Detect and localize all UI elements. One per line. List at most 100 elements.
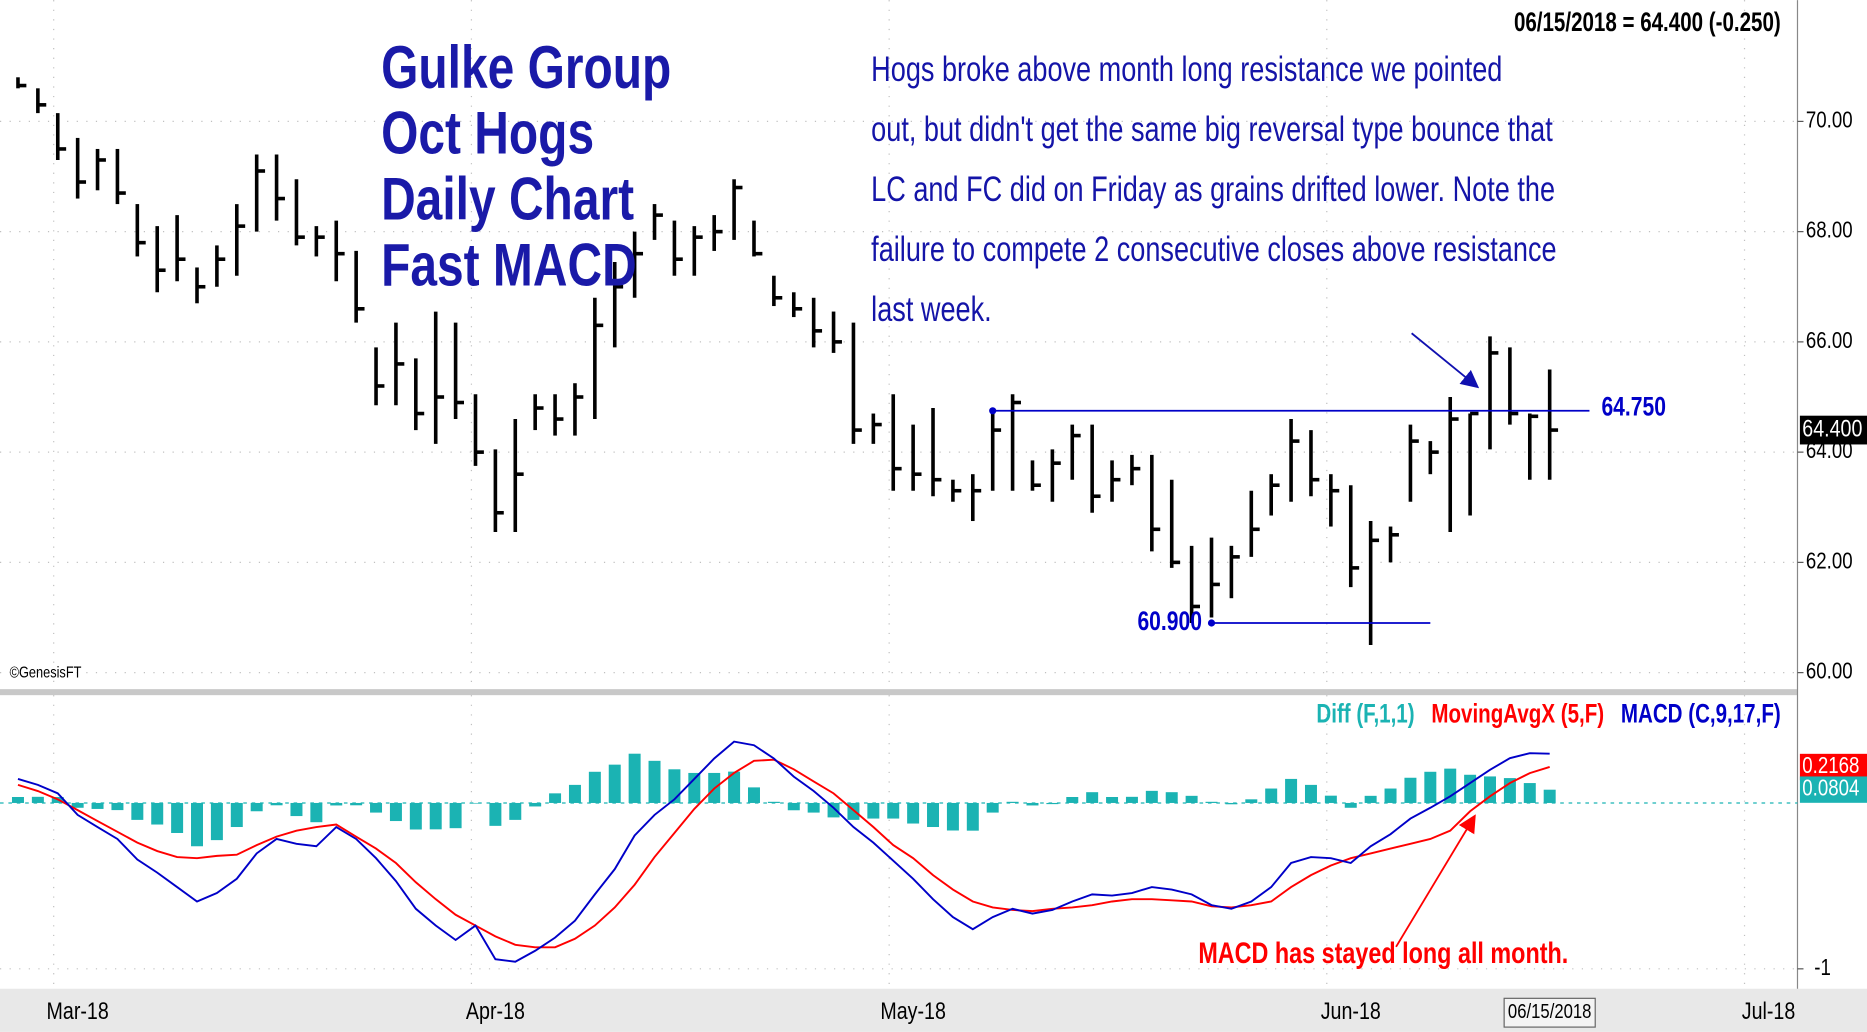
histogram-bar: [767, 801, 780, 803]
histogram-bar: [588, 771, 601, 803]
histogram-bar: [409, 802, 422, 830]
x-tick-label: Jun-18: [1321, 997, 1381, 1024]
histogram-bar: [310, 802, 323, 823]
histogram-bar: [1543, 789, 1556, 803]
note-line: last week.: [871, 290, 991, 329]
histogram-bar: [728, 771, 741, 803]
histogram-bar: [549, 793, 562, 803]
y-tick-label: -1: [1814, 955, 1831, 980]
histogram-bar: [1205, 801, 1218, 803]
histogram-bar: [1384, 788, 1397, 803]
note-line: failure to compete 2 consecutive closes …: [871, 230, 1556, 269]
macd-line: [17, 758, 1550, 949]
histogram-bar: [469, 802, 482, 804]
histogram-bar: [1364, 795, 1377, 803]
y-tick-label: 60.00: [1806, 659, 1853, 684]
histogram-bar: [1026, 802, 1039, 806]
value-badge: [1799, 776, 1867, 803]
histogram-bar: [1444, 768, 1457, 803]
histogram-bar: [509, 802, 522, 820]
value-badge-label: 0.0804: [1802, 776, 1859, 801]
histogram-bar: [867, 802, 880, 819]
histogram-bar: [449, 802, 462, 829]
x-tick-label: May-18: [880, 997, 946, 1024]
histogram-bar: [887, 802, 900, 819]
macd-line: [17, 740, 1550, 963]
histogram-bar: [1006, 801, 1019, 803]
level-label: 60.900: [1137, 607, 1201, 637]
histogram-bar: [370, 802, 383, 813]
x-tick-label: Mar-18: [47, 997, 109, 1024]
histogram-bar: [1066, 796, 1079, 803]
histogram-bar: [1086, 792, 1099, 803]
histogram-bar: [568, 784, 581, 803]
histogram-bar: [1185, 795, 1198, 803]
histogram-bar: [71, 802, 84, 808]
last-price-badge: [1799, 415, 1867, 445]
legend-entry: Diff (F,1,1): [1316, 700, 1414, 729]
value-badge-label: 0.2168: [1802, 753, 1859, 778]
histogram-bar: [191, 802, 203, 847]
y-tick-label: 68.00: [1806, 218, 1853, 243]
level-dot: [989, 407, 997, 415]
histogram-bar: [927, 802, 940, 828]
note-line: out, but didn't get the same big reversa…: [871, 110, 1553, 149]
histogram-bar: [1523, 783, 1536, 803]
panel-divider: [0, 689, 1798, 696]
value-badge: [1799, 753, 1867, 781]
histogram-bar: [489, 802, 502, 826]
histogram-bar: [827, 802, 840, 818]
histogram-bar: [1245, 799, 1258, 803]
histogram-bar: [907, 802, 920, 824]
legend-entry: MovingAvgX (5,F): [1431, 700, 1604, 729]
legend-entry: MACD (C,9,17,F): [1621, 700, 1781, 729]
histogram-bar: [787, 802, 800, 811]
histogram-bar: [628, 753, 641, 803]
histogram-bar: [1165, 792, 1178, 803]
title-line: Oct Hogs: [381, 101, 594, 167]
histogram-bar: [1265, 788, 1278, 803]
cursor-date: 06/15/2018: [1508, 1000, 1592, 1023]
level-dot: [1207, 619, 1216, 627]
histogram-bar: [807, 802, 820, 813]
histogram-bar: [747, 787, 760, 803]
y-tick-label: 70.00: [1806, 108, 1853, 133]
histogram-bar: [608, 764, 621, 803]
histogram-bar: [966, 802, 979, 831]
histogram-bar: [350, 802, 363, 806]
note-line: LC and FC did on Friday as grains drifte…: [871, 170, 1555, 209]
histogram-bar: [1404, 777, 1417, 803]
histogram-bar: [648, 760, 661, 803]
histogram-bar: [1484, 776, 1496, 803]
histogram-bar: [270, 802, 283, 806]
copyright: ©GenesisFT: [10, 665, 82, 682]
histogram-bar: [1424, 771, 1437, 803]
histogram-bar: [111, 802, 124, 811]
histogram-bar: [1285, 778, 1298, 803]
note-line: Hogs broke above month long resistance w…: [871, 50, 1502, 89]
histogram-bar: [330, 802, 343, 806]
histogram-bar: [151, 802, 164, 825]
y-tick-label: 62.00: [1806, 549, 1853, 574]
histogram-bar: [529, 802, 542, 807]
cursor-date-box: [1503, 997, 1596, 1028]
histogram-bar: [1503, 778, 1516, 803]
histogram-bar: [1125, 796, 1138, 803]
histogram-bar: [1225, 802, 1238, 805]
level-label: 64.750: [1601, 392, 1665, 422]
histogram-bar: [429, 802, 442, 830]
macd-annotation: MACD has stayed long all month.: [1198, 936, 1568, 969]
x-tick-label: Jul-18: [1742, 997, 1796, 1024]
histogram-bar: [210, 802, 223, 841]
histogram-bar: [131, 802, 144, 820]
histogram-bar: [1106, 796, 1119, 803]
histogram-bar: [250, 802, 263, 812]
histogram-bar: [171, 802, 184, 833]
header: 06/15/2018 = 64.400 (-0.250): [1514, 9, 1781, 38]
histogram-bar: [1344, 802, 1357, 808]
histogram-bar: [986, 802, 999, 813]
